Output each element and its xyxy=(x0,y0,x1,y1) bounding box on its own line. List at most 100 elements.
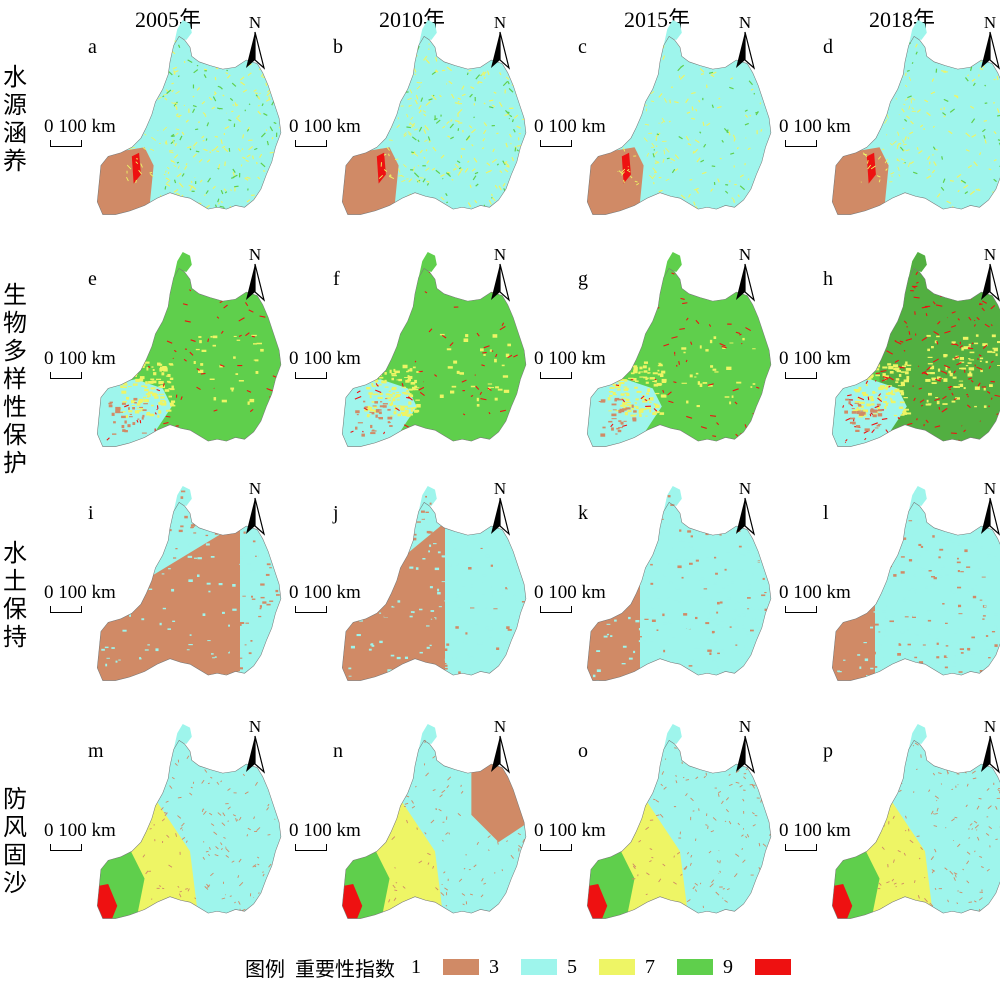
legend-title: 图例 xyxy=(245,953,285,982)
scale-bar: 0 100 km xyxy=(289,820,361,842)
legend-label-3: 3 xyxy=(489,956,499,979)
map-panel-c: c 0 100 km N xyxy=(530,8,775,248)
north-arrow-icon: N xyxy=(485,716,515,776)
map-panel-j: j 0 100 km N xyxy=(285,474,530,714)
region-map xyxy=(825,8,1000,232)
legend-label-1: 1 xyxy=(411,956,421,979)
row-label-windbreak-sand-fixation: 防风固沙 xyxy=(2,786,28,898)
panel-letter: j xyxy=(333,502,339,525)
panel-letter: h xyxy=(823,268,833,291)
panel-letter: e xyxy=(88,268,97,291)
legend-swatch-1 xyxy=(443,959,479,975)
svg-text:N: N xyxy=(984,245,996,264)
row-label-biodiversity-protection: 生物多样性保护 xyxy=(2,282,28,478)
svg-text:N: N xyxy=(739,479,751,498)
legend-subtitle: 重要性指数 xyxy=(295,953,395,982)
scale-bar: 0 100 km xyxy=(289,116,361,138)
map-panel-k: k 0 100 km N xyxy=(530,474,775,714)
panel-letter: f xyxy=(333,268,340,291)
north-arrow-icon: N xyxy=(730,716,760,776)
panel-letter: p xyxy=(823,740,833,763)
scale-bar: 0 100 km xyxy=(534,116,606,138)
map-panel-n: n 0 100 km N xyxy=(285,712,530,952)
svg-text:N: N xyxy=(739,245,751,264)
svg-text:N: N xyxy=(249,13,261,32)
region-map xyxy=(825,712,1000,936)
scale-bar: 0 100 km xyxy=(44,348,116,370)
region-map xyxy=(825,474,1000,698)
legend-swatch-3 xyxy=(521,959,557,975)
scale-bar: 0 100 km xyxy=(779,348,851,370)
svg-text:N: N xyxy=(494,717,506,736)
region-map xyxy=(825,240,1000,464)
svg-text:N: N xyxy=(739,717,751,736)
map-panel-a: a 0 100 km N xyxy=(40,8,285,248)
legend-swatch-7 xyxy=(677,959,713,975)
north-arrow-icon: N xyxy=(975,244,1000,304)
panel-letter: m xyxy=(88,740,104,763)
north-arrow-icon: N xyxy=(240,478,270,538)
north-arrow-icon: N xyxy=(485,478,515,538)
scale-bar: 0 100 km xyxy=(779,820,851,842)
north-arrow-icon: N xyxy=(975,716,1000,776)
legend-swatch-9 xyxy=(755,959,791,975)
panel-letter: a xyxy=(88,36,97,59)
north-arrow-icon: N xyxy=(975,478,1000,538)
map-panel-g: g 0 100 km N xyxy=(530,240,775,480)
svg-text:N: N xyxy=(249,717,261,736)
svg-text:N: N xyxy=(494,245,506,264)
north-arrow-icon: N xyxy=(240,12,270,72)
scale-bar: 0 100 km xyxy=(534,582,606,604)
row-label-soil-conservation: 水土保持 xyxy=(2,540,28,652)
legend: 图例 重要性指数 1 3 5 7 9 xyxy=(245,955,801,979)
legend-label-7: 7 xyxy=(645,956,655,979)
panel-letter: o xyxy=(578,740,588,763)
map-panel-d: d 0 100 km N xyxy=(775,8,1000,248)
north-arrow-icon: N xyxy=(975,12,1000,72)
north-arrow-icon: N xyxy=(240,244,270,304)
svg-text:N: N xyxy=(984,479,996,498)
scale-bar: 0 100 km xyxy=(289,348,361,370)
map-panel-i: i 0 100 km N xyxy=(40,474,285,714)
scale-bar: 0 100 km xyxy=(44,582,116,604)
svg-text:N: N xyxy=(249,245,261,264)
svg-text:N: N xyxy=(494,479,506,498)
svg-text:N: N xyxy=(249,479,261,498)
scale-bar: 0 100 km xyxy=(44,820,116,842)
panel-letter: c xyxy=(578,36,587,59)
panel-letter: i xyxy=(88,502,94,525)
map-panel-e: e 0 100 km N xyxy=(40,240,285,480)
map-panel-l: l 0 100 km N xyxy=(775,474,1000,714)
north-arrow-icon: N xyxy=(730,12,760,72)
scale-bar: 0 100 km xyxy=(289,582,361,604)
panel-letter: k xyxy=(578,502,588,525)
scale-bar: 0 100 km xyxy=(779,582,851,604)
panel-letter: n xyxy=(333,740,343,763)
svg-text:N: N xyxy=(984,13,996,32)
map-panel-p: p 0 100 km N xyxy=(775,712,1000,952)
map-panel-m: m 0 100 km N xyxy=(40,712,285,952)
north-arrow-icon: N xyxy=(730,478,760,538)
north-arrow-icon: N xyxy=(240,716,270,776)
map-panel-f: f 0 100 km N xyxy=(285,240,530,480)
panel-letter: l xyxy=(823,502,829,525)
scale-bar: 0 100 km xyxy=(534,348,606,370)
panel-letter: b xyxy=(333,36,343,59)
north-arrow-icon: N xyxy=(485,12,515,72)
scale-bar: 0 100 km xyxy=(44,116,116,138)
map-panel-h: h 0 100 km N xyxy=(775,240,1000,480)
map-panel-b: b 0 100 km N xyxy=(285,8,530,248)
legend-label-9: 9 xyxy=(723,956,733,979)
legend-label-5: 5 xyxy=(567,956,577,979)
map-panel-o: o 0 100 km N xyxy=(530,712,775,952)
svg-text:N: N xyxy=(739,13,751,32)
scale-bar: 0 100 km xyxy=(534,820,606,842)
panel-letter: d xyxy=(823,36,833,59)
svg-text:N: N xyxy=(494,13,506,32)
north-arrow-icon: N xyxy=(730,244,760,304)
legend-items: 1 3 5 7 9 xyxy=(411,956,801,979)
row-label-water-conservation: 水源涵养 xyxy=(2,64,28,176)
north-arrow-icon: N xyxy=(485,244,515,304)
scale-bar: 0 100 km xyxy=(779,116,851,138)
panel-letter: g xyxy=(578,268,588,291)
